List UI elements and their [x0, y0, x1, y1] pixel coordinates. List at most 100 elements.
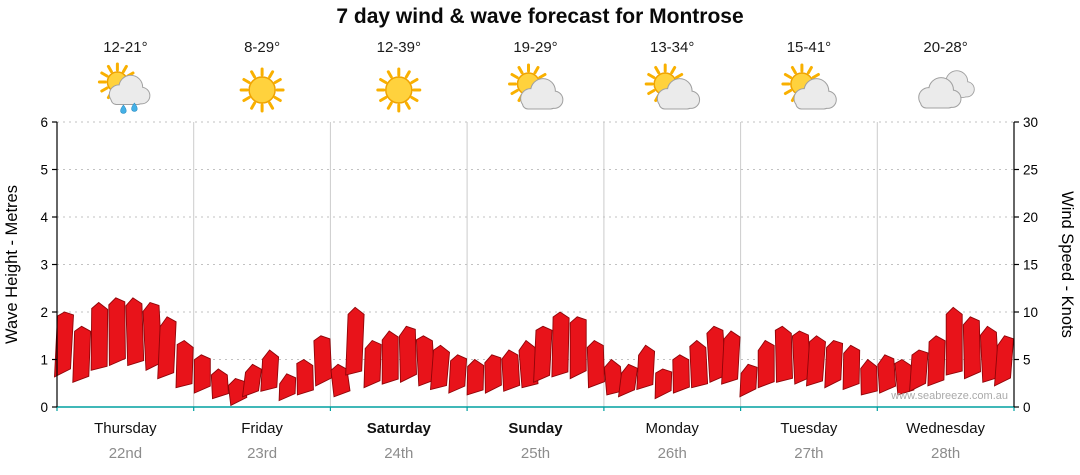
y-left-tick-label: 2 — [40, 305, 48, 320]
wind-flag — [448, 354, 468, 394]
y-left-tick-label: 0 — [40, 400, 48, 415]
day-date-label: 25th — [521, 445, 550, 462]
wind-flag — [774, 325, 793, 383]
wind-flag — [296, 358, 314, 396]
wind-flag — [398, 325, 417, 384]
day-name-label: Sunday — [508, 420, 563, 437]
wind-flag — [962, 316, 981, 380]
day-temp-label: 12-39° — [377, 39, 421, 56]
day-date-label: 27th — [794, 445, 823, 462]
wind-flag — [654, 368, 673, 400]
wind-flag — [617, 363, 638, 398]
day-temp-label: 8-29° — [244, 39, 280, 56]
y-right-tick-label: 25 — [1023, 163, 1038, 178]
wind-flag — [381, 330, 399, 385]
wind-flag — [430, 344, 450, 391]
wind-flag — [533, 325, 553, 384]
wind-flag — [108, 297, 126, 367]
wind-flag — [860, 358, 878, 396]
wind-flag — [806, 335, 826, 387]
day-temp-label: 19-29° — [513, 39, 557, 56]
day-name-label: Tuesday — [780, 420, 837, 437]
day-date-label: 22nd — [109, 445, 142, 462]
weather-icon-sunny — [239, 67, 285, 113]
wind-flag — [739, 363, 758, 398]
wind-flag — [757, 339, 775, 389]
weather-icon-sunny — [376, 67, 422, 113]
wind-flag — [993, 335, 1014, 387]
day-date-label: 26th — [658, 445, 687, 462]
y-left-tick-label: 3 — [40, 258, 48, 273]
weather-icon-sun-cloud — [644, 63, 701, 110]
wind-flag — [330, 363, 351, 398]
y-left-tick-label: 5 — [40, 163, 48, 178]
wind-flag — [586, 339, 605, 389]
y-left-tick-label: 4 — [40, 210, 48, 225]
wind-flag — [345, 306, 365, 376]
weather-icon-sun-cloud — [508, 63, 564, 110]
wind-flag — [551, 311, 570, 378]
y-left-tick-label: 1 — [40, 353, 48, 368]
wind-flag — [484, 354, 502, 394]
wind-flag — [945, 306, 963, 376]
weather-icon-sun-cloud — [781, 63, 837, 110]
day-name-label: Wednesday — [906, 420, 985, 437]
chart-title: 7 day wind & wave forecast for Montrose — [336, 5, 744, 28]
wind-flag — [313, 335, 333, 387]
wind-speed-flags — [54, 297, 1014, 407]
wind-flag — [193, 354, 211, 394]
y-left-ticks: 0 1 2 3 4 5 6 — [40, 115, 57, 415]
day-date-label: 23rd — [247, 445, 277, 462]
wind-flag — [54, 311, 74, 378]
wind-flag — [689, 339, 709, 389]
day-date-label: 28th — [931, 445, 960, 462]
wind-flag — [72, 325, 92, 383]
wind-flag — [278, 373, 297, 402]
wind-flag — [909, 349, 929, 393]
day-temp-label: 15-41° — [787, 39, 831, 56]
wind-flag — [842, 344, 861, 391]
wind-flag — [672, 354, 690, 394]
y-right-axis-title: Wind Speed - Knots — [1058, 191, 1076, 338]
y-right-tick-label: 10 — [1023, 305, 1038, 320]
day-temp-label: 20-28° — [923, 39, 967, 56]
y-right-tick-label: 30 — [1023, 115, 1038, 130]
wind-flag — [824, 339, 844, 389]
day-name-label: Friday — [241, 420, 283, 437]
y-right-ticks: 0 5 10 15 20 25 30 — [1014, 115, 1038, 415]
wind-flag — [157, 316, 177, 380]
wind-flag — [927, 335, 946, 387]
day-name-label: Monday — [646, 420, 700, 437]
wind-flag — [569, 316, 587, 380]
day-date-label: 24th — [384, 445, 413, 462]
wind-flag — [175, 339, 194, 389]
wind-flag — [90, 301, 109, 371]
wind-flag — [260, 349, 280, 392]
wind-flag — [721, 330, 741, 385]
day-temp-label: 13-34° — [650, 39, 694, 56]
weather-icon-sun-cloud-rain — [97, 62, 151, 114]
y-right-tick-label: 15 — [1023, 258, 1038, 273]
y-right-tick-label: 5 — [1023, 353, 1031, 368]
wind-flag — [210, 368, 229, 400]
wind-flag — [466, 358, 485, 396]
weather-icon-cloudy — [918, 70, 975, 109]
wind-flag — [241, 363, 262, 398]
wind-flag — [636, 344, 656, 391]
baseline-ticks — [56, 407, 1015, 411]
watermark: www.seabreeze.com.au — [890, 390, 1008, 402]
wind-flag — [501, 349, 521, 392]
wind-flag — [877, 354, 897, 394]
wind-flag — [125, 297, 145, 367]
y-right-tick-label: 20 — [1023, 210, 1038, 225]
day-temp-label: 12-21° — [103, 39, 147, 56]
y-left-tick-label: 6 — [40, 115, 48, 130]
wind-flag — [363, 339, 382, 389]
day-name-label: Saturday — [367, 420, 432, 437]
y-left-axis-title: Wave Height - Metres — [3, 185, 21, 344]
metre-gridlines — [57, 121, 1014, 360]
y-right-tick-label: 0 — [1023, 400, 1031, 415]
